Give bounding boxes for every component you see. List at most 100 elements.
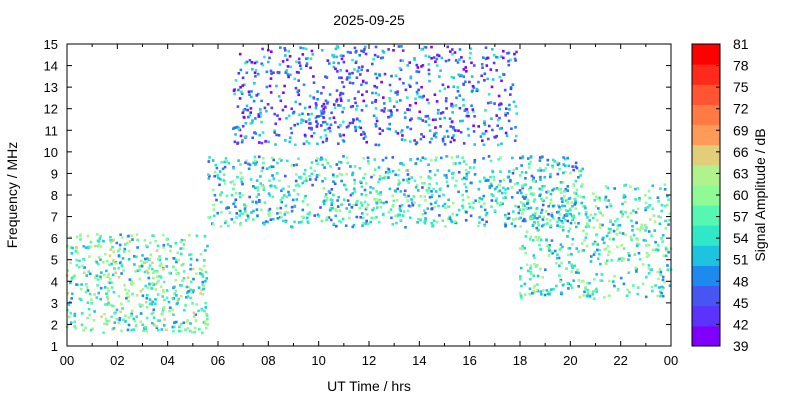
data-point: [117, 266, 120, 270]
data-point: [300, 118, 303, 121]
data-point: [292, 189, 296, 192]
data-point: [427, 163, 430, 166]
data-point: [96, 239, 100, 243]
data-point: [481, 132, 485, 135]
data-point: [574, 207, 577, 210]
data-point: [117, 295, 121, 298]
data-point: [201, 331, 204, 335]
data-point: [484, 109, 487, 112]
data-point: [246, 214, 250, 218]
data-point: [331, 173, 335, 176]
data-point: [602, 241, 606, 245]
data-point: [383, 102, 386, 105]
data-point: [564, 218, 567, 222]
data-point: [351, 71, 354, 75]
data-point: [92, 319, 96, 322]
data-point: [587, 290, 590, 293]
data-point: [236, 175, 239, 179]
data-point: [161, 233, 165, 237]
data-point: [421, 119, 425, 122]
data-point: [340, 179, 343, 183]
data-point: [573, 264, 577, 268]
data-point: [312, 81, 316, 84]
data-point: [502, 72, 505, 76]
data-point: [616, 259, 620, 262]
data-point: [466, 195, 470, 199]
data-point: [69, 246, 73, 249]
data-point: [387, 115, 390, 119]
data-point: [161, 312, 164, 316]
data-point: [514, 59, 517, 62]
data-point: [260, 169, 264, 173]
data-point: [408, 61, 411, 64]
data-point: [370, 175, 373, 179]
data-point: [434, 60, 437, 63]
data-point: [494, 199, 498, 202]
data-point: [410, 117, 413, 120]
data-point: [319, 136, 323, 139]
data-point: [460, 56, 463, 59]
data-point: [284, 54, 287, 57]
data-point: [235, 216, 238, 219]
data-point: [656, 270, 660, 274]
data-point: [212, 203, 215, 207]
data-point: [457, 208, 461, 212]
data-point: [566, 201, 569, 204]
data-point: [332, 54, 336, 57]
data-point: [251, 119, 254, 122]
data-point: [480, 74, 483, 78]
data-point: [561, 245, 564, 249]
data-point: [561, 198, 565, 202]
data-point: [249, 178, 253, 181]
data-point: [355, 201, 358, 205]
data-point: [387, 48, 390, 51]
data-point: [407, 204, 411, 208]
data-point: [535, 207, 539, 210]
data-point: [623, 184, 626, 187]
data-point: [298, 113, 301, 117]
data-point: [113, 321, 117, 324]
data-point: [193, 330, 197, 334]
data-point: [148, 264, 152, 267]
data-point: [399, 59, 403, 62]
data-point: [172, 313, 175, 316]
data-point: [340, 57, 344, 61]
data-point: [154, 288, 158, 291]
data-point: [325, 137, 329, 141]
data-point: [95, 261, 99, 264]
data-point: [462, 104, 465, 107]
data-point: [658, 268, 662, 271]
data-point: [534, 235, 537, 239]
data-point: [654, 284, 657, 287]
data-point: [189, 263, 193, 267]
data-point: [549, 219, 552, 222]
data-point: [402, 81, 405, 85]
data-point: [319, 158, 322, 161]
data-point: [396, 90, 399, 93]
data-point: [230, 218, 234, 221]
data-point: [237, 159, 240, 162]
data-point: [405, 169, 408, 172]
data-point: [220, 210, 223, 214]
y-axis-label: Frequency / MHz: [4, 142, 20, 249]
data-point: [177, 329, 181, 333]
data-point: [113, 267, 116, 270]
data-point: [284, 210, 287, 214]
data-point: [635, 270, 638, 273]
data-point: [369, 185, 372, 189]
data-point: [297, 157, 300, 160]
data-point: [328, 209, 332, 212]
data-point: [326, 161, 330, 165]
data-point: [332, 193, 335, 197]
data-point: [464, 168, 468, 172]
data-point: [629, 235, 633, 239]
data-point: [450, 220, 454, 224]
data-point: [267, 140, 270, 144]
data-point: [465, 108, 469, 111]
data-point: [377, 166, 381, 169]
data-point: [382, 201, 385, 205]
data-point: [289, 73, 292, 77]
data-point: [240, 140, 244, 144]
data-point: [308, 126, 311, 130]
data-point: [493, 209, 497, 212]
